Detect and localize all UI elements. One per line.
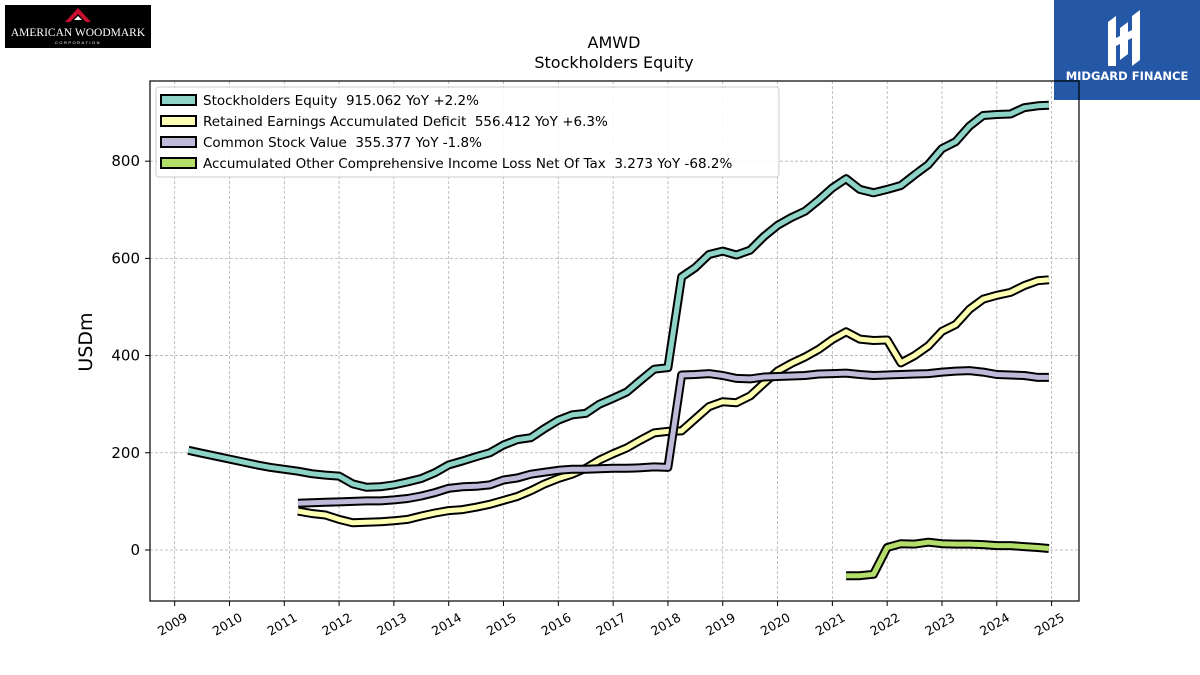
x-tick-label: 2011	[265, 610, 300, 639]
legend-label: Common Stock Value 355.377 YoY -1.8%	[203, 135, 482, 151]
x-tick-label: 2025	[1032, 610, 1067, 639]
left-logo-subtext: CORPORATION	[55, 40, 101, 45]
series-line-1	[187, 100, 1050, 492]
chart-subtitle: Stockholders Equity	[534, 53, 694, 72]
x-tick-label: 2014	[429, 610, 464, 639]
x-tick-label: 2010	[210, 610, 245, 639]
series-stroke	[297, 368, 1049, 506]
legend-swatch	[160, 136, 197, 148]
x-tick-label: 2022	[867, 610, 902, 639]
series-layer	[187, 100, 1050, 581]
midgard-mark-icon	[1108, 10, 1140, 66]
x-tick-label: 2015	[484, 610, 519, 639]
legend: Stockholders Equity 915.062 YoY +2.2% Ret…	[155, 86, 780, 178]
legend-label: Stockholders Equity 915.062 YoY +2.2%	[203, 93, 479, 109]
y-tick-label: 200	[111, 444, 140, 462]
y-tick-label: 800	[111, 152, 140, 170]
chart-title: AMWD	[587, 33, 641, 52]
x-tick-label: 2012	[319, 610, 354, 639]
x-tick-label: 2017	[593, 610, 628, 639]
series-line-4	[846, 537, 1050, 581]
plot-frame	[149, 80, 1080, 602]
right-logo-text: MIDGARD FINANCE	[1065, 69, 1189, 83]
legend-swatch	[160, 157, 197, 169]
x-tick-label: 2019	[703, 610, 738, 639]
roof-icon	[65, 8, 91, 22]
legend-frame	[155, 86, 780, 178]
y-axis-label: USDm	[75, 312, 97, 371]
left-logo-text: AMERICAN WOODMARK	[10, 27, 146, 39]
x-tick-label: 2024	[977, 610, 1012, 639]
y-tick-label: 400	[111, 347, 140, 365]
y-tick-label: 600	[111, 249, 140, 267]
american-woodmark-logo: AMERICAN WOODMARK CORPORATION	[5, 5, 151, 48]
axis-ticks: 2009 2010 2011 2012 2013 2014 2015 2016 2017 2018…	[111, 152, 1067, 638]
x-tick-label: 2023	[922, 610, 957, 639]
legend-label: Retained Earnings Accumulated Deficit 55…	[203, 114, 608, 130]
series-stroke	[187, 102, 1050, 490]
series-stroke	[846, 539, 1050, 579]
midgard-finance-logo: MIDGARD FINANCE	[1054, 0, 1200, 100]
x-tick-label: 2016	[539, 610, 574, 639]
legend-swatch	[160, 94, 197, 106]
legend-swatch	[160, 115, 197, 127]
legend-label: Accumulated Other Comprehensive Income L…	[203, 156, 732, 172]
series-line-3	[297, 366, 1049, 508]
x-tick-label: 2009	[155, 610, 190, 639]
x-tick-label: 2020	[758, 610, 793, 639]
y-tick-label: 0	[130, 541, 140, 559]
x-tick-label: 2013	[374, 610, 409, 639]
x-tick-label: 2018	[648, 610, 683, 639]
x-tick-label: 2021	[813, 610, 848, 639]
